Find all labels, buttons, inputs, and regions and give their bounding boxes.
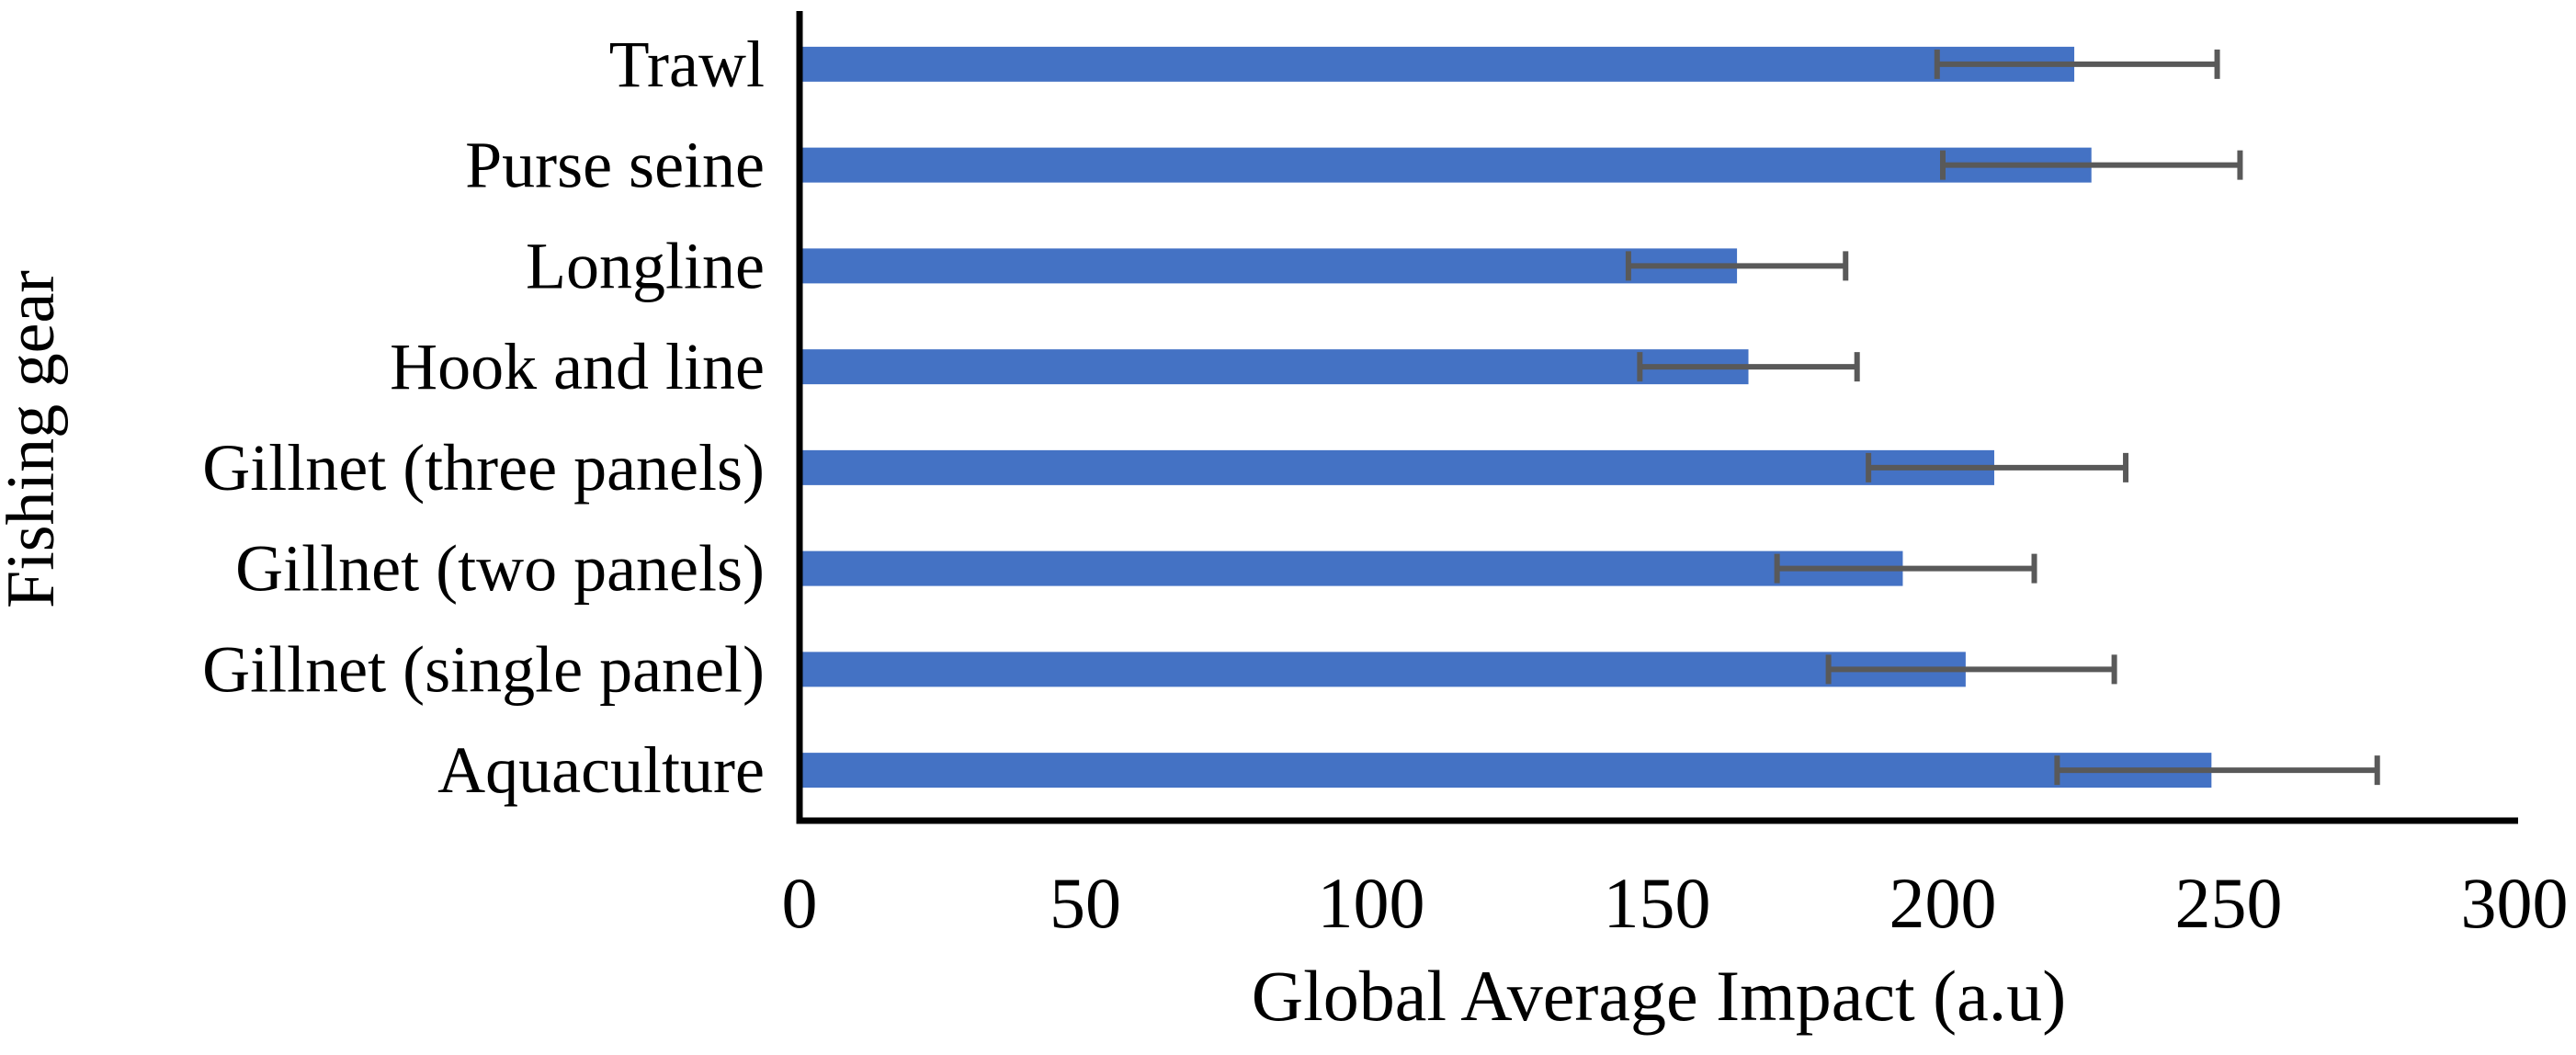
x-tick-label-50: 50 (1050, 863, 1121, 943)
x-tick-label-0: 0 (782, 863, 818, 943)
error-bars-group (1625, 49, 2380, 786)
category-label-aquaculture: Aquaculture (437, 733, 765, 807)
x-tick-label-100: 100 (1318, 863, 1425, 943)
x-tick-label-300: 300 (2461, 863, 2569, 943)
category-label-longline: Longline (526, 229, 765, 302)
bar-purse-seine (800, 147, 2092, 183)
x-tick-label-250: 250 (2175, 863, 2283, 943)
axes-group (796, 11, 2518, 824)
x-axis-title: Global Average Impact (a.u) (1252, 956, 2067, 1036)
bar-gillnet-two-panels (800, 550, 1903, 586)
bar-aquaculture (800, 753, 2212, 788)
bar-gillnet-single-panel (800, 652, 1966, 687)
category-label-trawl: Trawl (609, 28, 765, 101)
bar-longline (800, 248, 1738, 284)
category-label-gillnet-single-panel: Gillnet (single panel) (202, 632, 765, 706)
bars-group (800, 46, 2212, 788)
x-tick-label-150: 150 (1604, 863, 1711, 943)
labels-group: Trawl Purse seine Longline Hook and line Gil… (202, 28, 2568, 943)
category-label-gillnet-two-panels: Gillnet (two panels) (235, 532, 765, 606)
x-tick-label-200: 200 (1889, 863, 1997, 943)
bar-gillnet-three-panels (800, 449, 1994, 485)
bar-trawl (800, 46, 2075, 82)
bar-hook-and-line (800, 349, 1749, 385)
category-label-gillnet-three-panels: Gillnet (three panels) (202, 431, 765, 505)
category-label-purse-seine: Purse seine (465, 129, 765, 202)
category-label-hook-and-line: Hook and line (390, 330, 765, 403)
y-axis-title: Fishing gear (0, 270, 69, 608)
